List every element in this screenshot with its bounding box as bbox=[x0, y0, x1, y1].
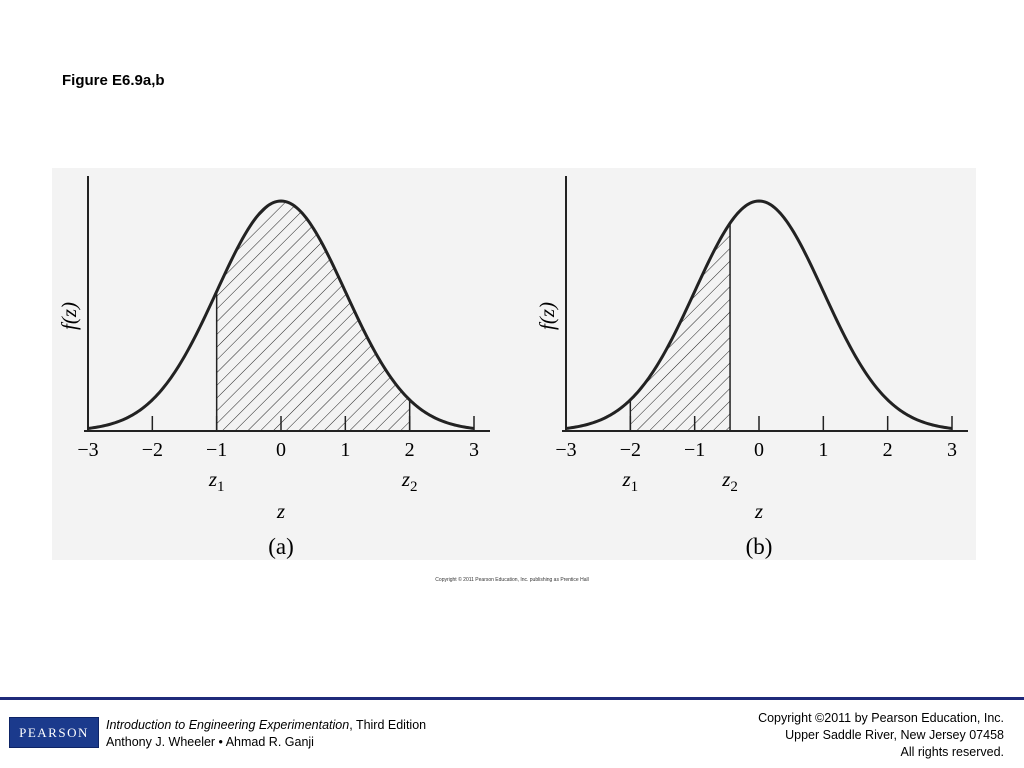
figure-panel: −3 −2 −1 0 1 2 3 z1 z2 z f(z) (a) −3 −2 −1 0 1 2 3 z1 z2 z f(… bbox=[52, 168, 976, 560]
book-authors: Anthony J. Wheeler • Ahmad R. Ganji bbox=[106, 735, 314, 749]
chart-caption: (a) bbox=[268, 534, 294, 559]
density-curve bbox=[565, 199, 953, 430]
x-tick-label: −2 bbox=[142, 439, 163, 461]
logo-text: PEARSON bbox=[19, 724, 89, 740]
pearson-logo: PEARSON bbox=[9, 717, 99, 748]
z1-marker: z1 bbox=[208, 467, 225, 495]
copyright-line: All rights reserved. bbox=[900, 745, 1004, 759]
book-title: Introduction to Engineering Experimentat… bbox=[106, 718, 350, 732]
y-axis-label: f(z) bbox=[535, 302, 559, 330]
x-tick-label: 3 bbox=[947, 439, 957, 461]
x-tick-label: −1 bbox=[206, 439, 227, 461]
density-curve bbox=[87, 199, 475, 430]
footer-rule bbox=[0, 697, 1024, 700]
book-edition: , Third Edition bbox=[349, 718, 427, 732]
copyright-line: Copyright ©2011 by Pearson Education, In… bbox=[758, 711, 1004, 725]
x-tick-label: 2 bbox=[883, 439, 893, 461]
x-tick-label: −3 bbox=[77, 439, 98, 461]
copyright-info: Copyright ©2011 by Pearson Education, In… bbox=[758, 710, 1004, 761]
shaded-area bbox=[216, 201, 410, 431]
slide-title: Figure E6.9a,b bbox=[62, 72, 165, 89]
copyright-line: Upper Saddle River, New Jersey 07458 bbox=[785, 728, 1004, 742]
x-tick-label: −3 bbox=[555, 439, 576, 461]
x-tick-label: −2 bbox=[620, 439, 641, 461]
chart-b: −3 −2 −1 0 1 2 3 z1 z2 z f(z) (b) bbox=[535, 176, 968, 559]
book-info: Introduction to Engineering Experimentat… bbox=[106, 717, 426, 751]
chart-a: −3 −2 −1 0 1 2 3 z1 z2 z f(z) (a) bbox=[57, 176, 490, 559]
x-tick-label: 3 bbox=[469, 439, 479, 461]
x-tick-label: 1 bbox=[818, 439, 828, 461]
x-tick-label: 0 bbox=[276, 439, 286, 461]
shaded-area bbox=[630, 223, 731, 431]
chart-caption: (b) bbox=[746, 534, 773, 559]
x-tick-label: 1 bbox=[340, 439, 350, 461]
z2-marker: z2 bbox=[401, 467, 418, 495]
x-axis-label: z bbox=[276, 499, 285, 523]
x-tick-label: −1 bbox=[684, 439, 705, 461]
y-axis-label: f(z) bbox=[57, 302, 81, 330]
copyright-credit-line: Copyright © 2011 Pearson Education, Inc.… bbox=[435, 577, 589, 583]
x-axis-label: z bbox=[754, 499, 763, 523]
z1-marker: z1 bbox=[621, 467, 638, 495]
z2-marker: z2 bbox=[721, 467, 738, 495]
x-tick-label: 0 bbox=[754, 439, 764, 461]
x-tick-label: 2 bbox=[405, 439, 415, 461]
